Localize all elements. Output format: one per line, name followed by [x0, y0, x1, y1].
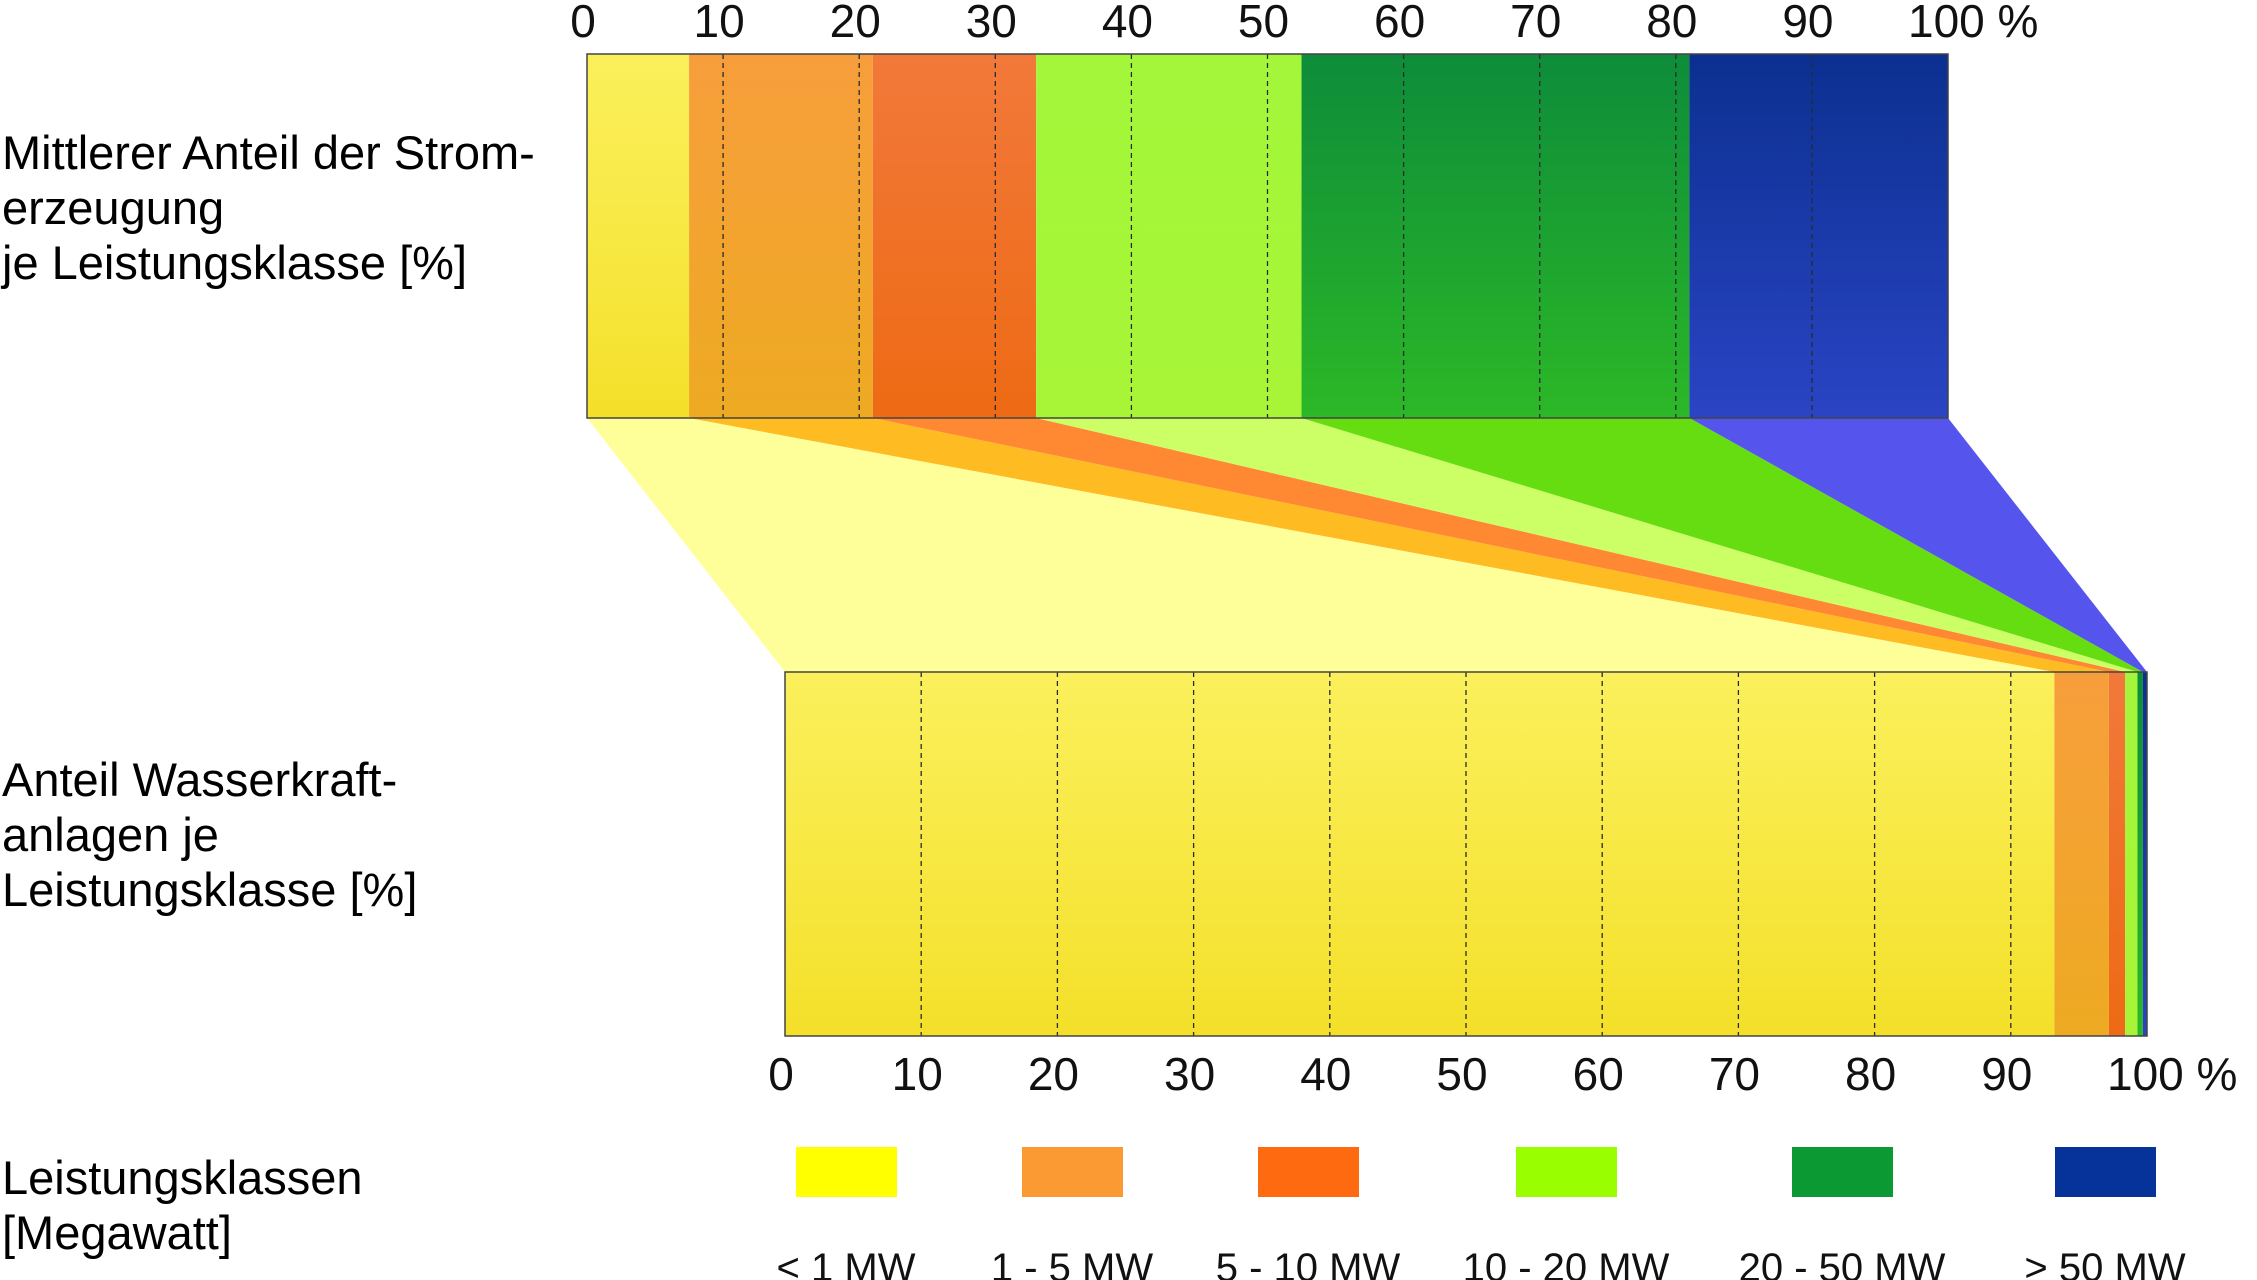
- row-label-generation: Mittlerer Anteil der Strom- erzeugung je…: [2, 126, 535, 289]
- connector-band-5: [1689, 418, 2147, 672]
- legend-label-1: 1 - 5 MW: [991, 1246, 1153, 1280]
- tick-label-generation-8: 80: [1646, 0, 1697, 47]
- row-label-plants: Anteil Wasserkraft- anlagen je Leistungs…: [2, 753, 418, 916]
- tick-label-plants-5: 50: [1436, 1048, 1487, 1100]
- bar-segment-generation-0: [587, 54, 690, 418]
- bar-segment-generation-1: [689, 54, 873, 418]
- tick-label-generation-9: 90: [1782, 0, 1833, 47]
- tick-label-plants-0: 0: [768, 1048, 794, 1100]
- legend-label-5: > 50 MW: [2024, 1246, 2185, 1280]
- tick-label-generation-1: 10: [694, 0, 745, 47]
- connector-band-3: [1036, 418, 2138, 672]
- tick-label-plants-3: 30: [1164, 1048, 1215, 1100]
- bar-segment-plants-4: [2137, 672, 2143, 1036]
- tick-label-generation-7: 70: [1510, 0, 1561, 47]
- bar-segment-plants-3: [2125, 672, 2138, 1036]
- connector-band-2: [872, 418, 2126, 672]
- tick-label-generation-0: 0: [570, 0, 596, 47]
- tick-label-generation-3: 30: [966, 0, 1017, 47]
- legend-swatch-4: [1792, 1147, 1893, 1197]
- legend-swatch-2: [1258, 1147, 1359, 1197]
- bar-segment-generation-2: [872, 54, 1037, 418]
- tick-label-plants-2: 20: [1028, 1048, 1079, 1100]
- legend-swatch-0: [796, 1147, 897, 1197]
- tick-label-generation-5: 50: [1238, 0, 1289, 47]
- tick-label-generation-10: 100 %: [1908, 0, 2038, 47]
- stacked-bars: [587, 54, 2147, 1036]
- legend-title: Leistungsklassen [Megawatt]: [2, 1151, 363, 1259]
- bar-segment-generation-3: [1036, 54, 1302, 418]
- bar-segment-generation-5: [1689, 54, 1948, 418]
- bar-frames: [586, 53, 2148, 1037]
- legend-swatch-1: [1022, 1147, 1123, 1197]
- legend: < 1 MW 1 - 5 MW 5 - 10 MW 10 - 20 MW 20 - 50…: [777, 1147, 2186, 1280]
- bar-frame-plants: [784, 671, 2148, 1037]
- bar-segment-plants-1: [2054, 672, 2109, 1036]
- connector-band-4: [1301, 418, 2143, 672]
- connector-band-1: [689, 418, 2109, 672]
- tick-label-plants-9: 90: [1981, 1048, 2032, 1100]
- tick-label-plants-4: 40: [1300, 1048, 1351, 1100]
- tick-label-plants-7: 70: [1709, 1048, 1760, 1100]
- bar-frame-generation: [586, 53, 1949, 419]
- tick-label-plants-8: 80: [1845, 1048, 1896, 1100]
- bar-segment-plants-0: [785, 672, 2055, 1036]
- legend-label-3: 10 - 20 MW: [1463, 1246, 1670, 1280]
- connector-bands: [587, 418, 2147, 672]
- tick-label-generation-6: 60: [1374, 0, 1425, 47]
- legend-label-2: 5 - 10 MW: [1216, 1246, 1401, 1280]
- gridlines: [722, 54, 2012, 1036]
- tick-label-generation-2: 20: [830, 0, 881, 47]
- legend-swatch-5: [2055, 1147, 2156, 1197]
- tick-label-generation-4: 40: [1102, 0, 1153, 47]
- legend-swatch-3: [1516, 1147, 1617, 1197]
- tick-label-plants-1: 10: [892, 1048, 943, 1100]
- connector-band-0: [587, 418, 2055, 672]
- tick-label-plants-6: 60: [1573, 1048, 1624, 1100]
- tick-label-plants-10: 100 %: [2107, 1048, 2237, 1100]
- bar-segment-generation-4: [1301, 54, 1690, 418]
- legend-label-0: < 1 MW: [777, 1246, 916, 1280]
- bar-segment-plants-2: [2108, 672, 2126, 1036]
- bar-segment-plants-5: [2142, 672, 2147, 1036]
- tick-labels: 0 10 20 30 40 50 60 70 80 90 100 % 0 10 20 30 40 50 60 70 8…: [570, 0, 2237, 1100]
- legend-label-4: 20 - 50 MW: [1739, 1246, 1946, 1280]
